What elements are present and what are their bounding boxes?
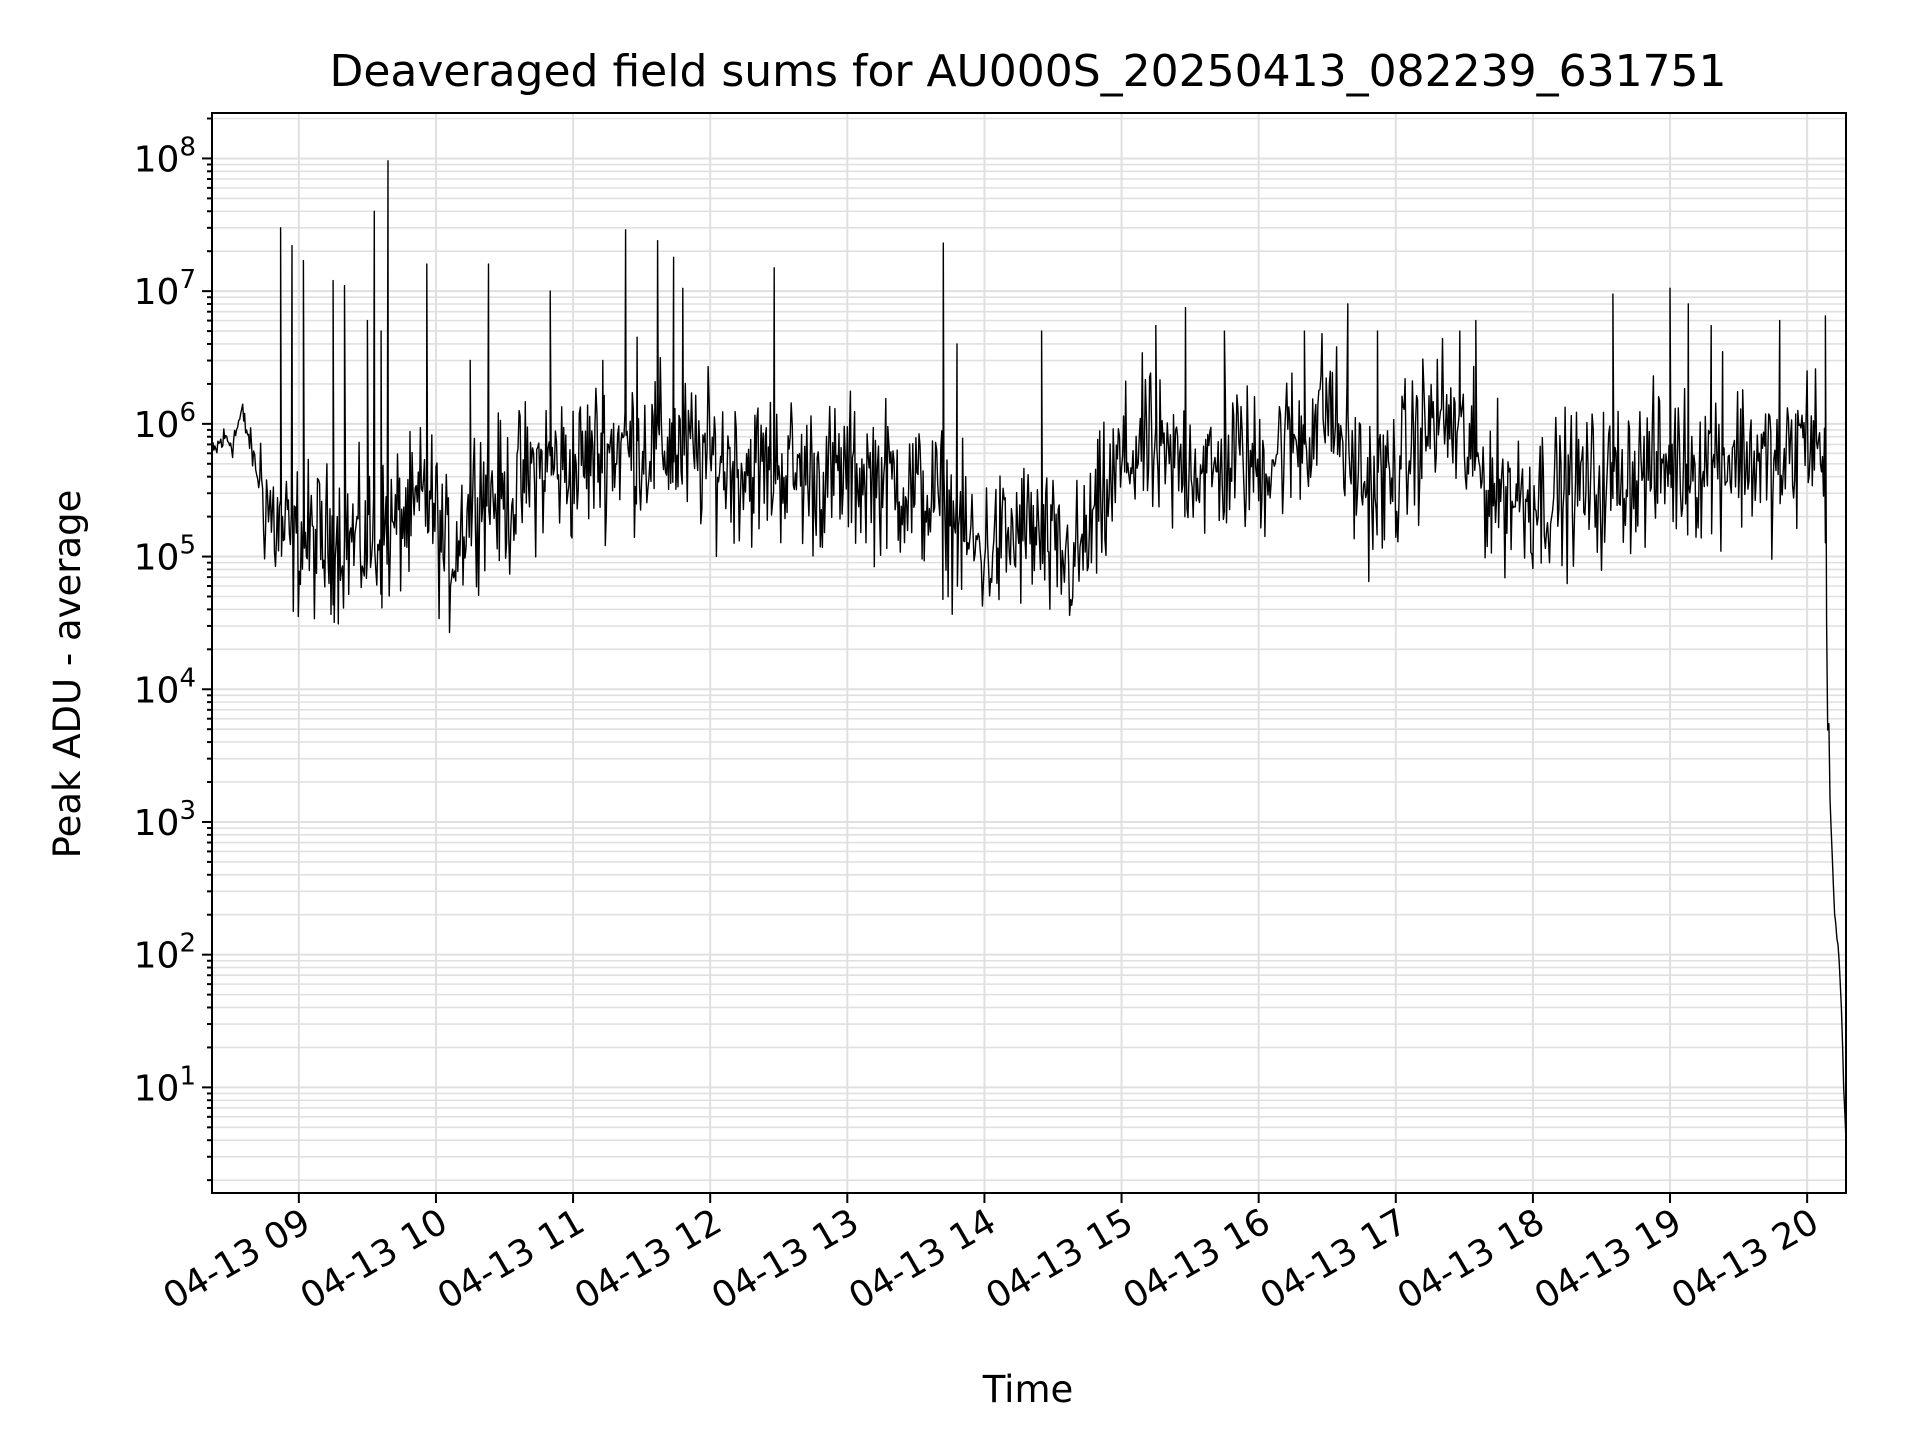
y-axis-label: Peak ADU - average	[46, 490, 89, 859]
y-tick-base: 10	[134, 405, 180, 446]
y-tick-label: 105	[134, 531, 196, 579]
y-tick-base: 10	[134, 936, 180, 977]
line-layer	[212, 160, 1846, 1141]
y-tick-base: 10	[134, 1068, 180, 1109]
y-tick-base: 10	[134, 538, 180, 579]
y-tick-base: 10	[134, 803, 180, 844]
y-tick-label: 106	[134, 398, 196, 446]
y-tick-exponent: 3	[179, 796, 196, 826]
y-tick-exponent: 5	[179, 531, 196, 561]
y-tick-label: 102	[134, 929, 196, 977]
y-tick-base: 10	[134, 272, 180, 313]
x-axis-label: Time	[982, 1368, 1074, 1411]
y-tick-exponent: 8	[179, 132, 196, 162]
y-tick-base: 10	[134, 139, 180, 180]
y-tick-exponent: 2	[179, 929, 196, 959]
y-tick-exponent: 7	[179, 265, 196, 295]
y-tick-base: 10	[134, 670, 180, 711]
plot-frame	[211, 112, 1847, 1194]
y-tick-label: 101	[134, 1061, 196, 1109]
y-tick-label: 104	[134, 663, 196, 711]
y-tick-label: 108	[134, 132, 196, 180]
y-tick-exponent: 4	[179, 663, 196, 693]
y-tick-exponent: 1	[179, 1061, 196, 1091]
grid-layer	[212, 113, 1846, 1193]
series-line	[212, 160, 1846, 1141]
chart-title: Deaveraged field sums for AU000S_2025041…	[329, 46, 1726, 97]
y-tick-label: 103	[134, 796, 196, 844]
y-tick-label: 107	[134, 265, 196, 313]
y-tick-exponent: 6	[179, 398, 196, 428]
